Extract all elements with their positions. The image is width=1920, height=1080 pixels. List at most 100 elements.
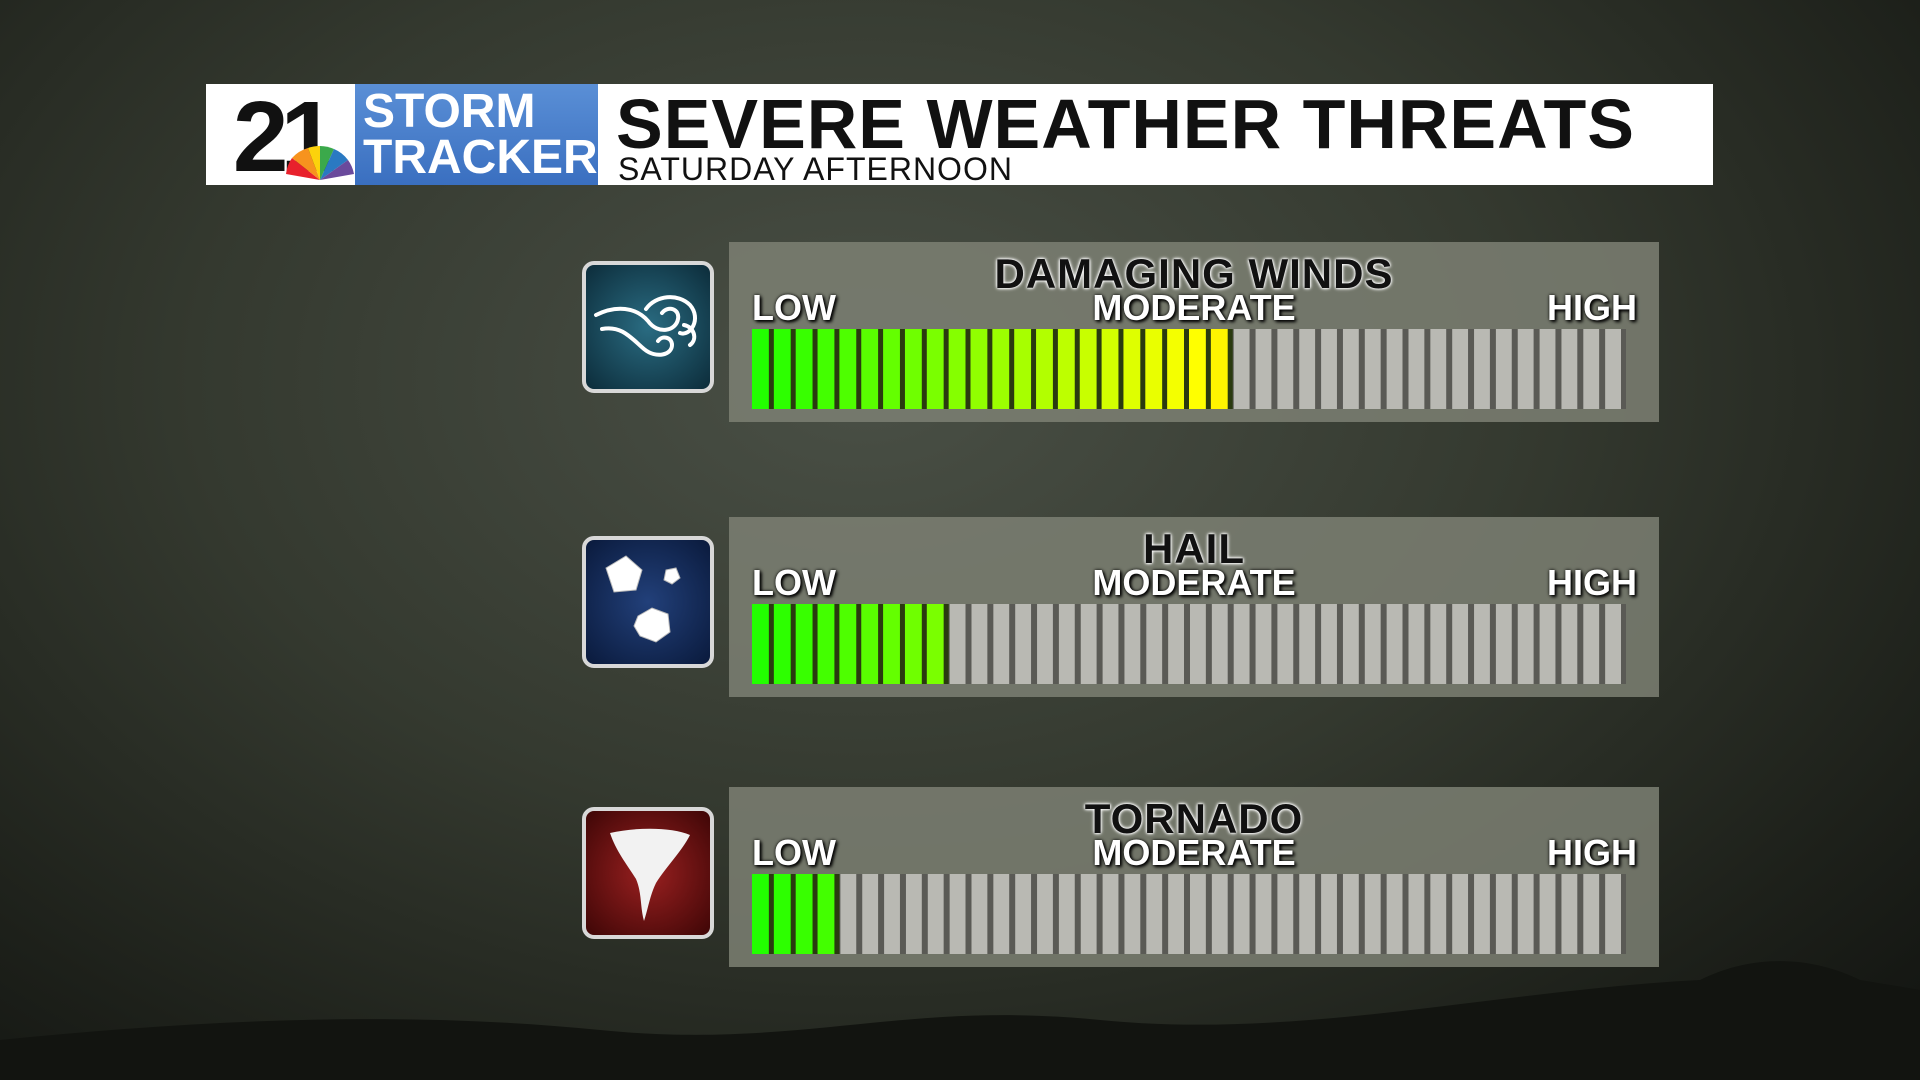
segment: [949, 604, 966, 684]
segment: [884, 874, 900, 954]
segment: [1146, 874, 1163, 954]
segment: [1517, 604, 1534, 684]
level-segment: [1014, 329, 1032, 409]
segment: [1168, 874, 1184, 954]
meter-bar: [752, 604, 1626, 684]
level-segment: [795, 329, 813, 409]
segment: [1495, 604, 1512, 684]
segment: [1037, 874, 1053, 954]
level-segment: [752, 329, 769, 409]
threat-panel: TORNADO LOW MODERATE HIGH: [729, 787, 1659, 967]
level-segment: [795, 874, 813, 954]
meter-track: [752, 874, 1626, 954]
level-segment: [817, 329, 835, 409]
level-segment: [970, 329, 988, 409]
segment: [1321, 604, 1337, 684]
scale-label: LOW: [752, 287, 836, 328]
segment: [1102, 604, 1119, 684]
segment: [1321, 874, 1337, 954]
level-segment: [773, 604, 791, 684]
level-segment: [883, 329, 900, 409]
level-segment: [861, 329, 879, 409]
segment: [1605, 604, 1621, 684]
segment: [1408, 604, 1425, 684]
level-segment: [1057, 329, 1075, 409]
segment: [1430, 329, 1447, 409]
threat-level: [752, 874, 840, 954]
segment: [862, 874, 879, 954]
segment: [1583, 604, 1600, 684]
header: 21 STORM TRACKER SEVERE WEATHER THREATS …: [206, 81, 1713, 193]
meter-bar: [752, 329, 1626, 409]
segment: [1233, 329, 1250, 409]
level-segment: [752, 604, 769, 684]
segment: [1058, 604, 1075, 684]
segment: [1364, 874, 1381, 954]
segment: [1495, 329, 1512, 409]
segment: [1233, 604, 1250, 684]
level-segment: [1123, 329, 1141, 409]
threat-panel: DAMAGING WINDS LOW MODERATE HIGH: [729, 242, 1659, 422]
scale-label: MODERATE: [1092, 832, 1296, 873]
segment: [1452, 329, 1469, 409]
segment: [1342, 604, 1359, 684]
threat-label: DAMAGING WINDS: [994, 250, 1394, 297]
wind-icon: [582, 261, 714, 393]
segment: [1452, 604, 1469, 684]
segment: [949, 874, 966, 954]
segment: [1364, 604, 1381, 684]
segment: [1517, 874, 1534, 954]
level-segment: [1167, 329, 1184, 409]
meter-bar: [752, 874, 1626, 954]
threat-label: HAIL: [1143, 525, 1245, 572]
level-segment: [1210, 329, 1228, 409]
segment: [1539, 329, 1556, 409]
level-segment: [904, 329, 922, 409]
segment: [1124, 604, 1141, 684]
logo-line: TRACKER: [363, 131, 598, 184]
tornado-icon: [582, 807, 714, 939]
segment: [1124, 874, 1141, 954]
segment: [927, 874, 944, 954]
segment: [1277, 329, 1294, 409]
segment: [1277, 604, 1294, 684]
segment: [1342, 874, 1359, 954]
level-segment: [926, 329, 944, 409]
segment: [1299, 329, 1316, 409]
scale-label: HIGH: [1547, 562, 1637, 603]
segment: [1255, 874, 1272, 954]
segment: [840, 874, 857, 954]
level-segment: [1189, 329, 1206, 409]
segment: [1277, 874, 1294, 954]
segment: [1605, 329, 1621, 409]
scale-label: HIGH: [1547, 287, 1637, 328]
segment: [1474, 604, 1490, 684]
segment: [1561, 604, 1578, 684]
logo-box: STORM TRACKER: [355, 84, 598, 185]
segment: [1190, 604, 1206, 684]
segment: [1386, 874, 1403, 954]
track-bg: [752, 874, 1626, 954]
scale-label: HIGH: [1547, 832, 1637, 873]
level-segment: [817, 874, 835, 954]
level-segment: [817, 604, 835, 684]
segment: [1211, 604, 1228, 684]
level-segment: [1101, 329, 1119, 409]
segment: [1561, 874, 1578, 954]
subtitle: SATURDAY AFTERNOON: [618, 151, 1013, 187]
segment: [1495, 874, 1512, 954]
segment: [1605, 874, 1621, 954]
segment: [971, 874, 988, 954]
segment: [1364, 329, 1381, 409]
level-segment: [883, 604, 900, 684]
segment: [1321, 329, 1337, 409]
scale-label: LOW: [752, 562, 836, 603]
segment: [993, 604, 1010, 684]
segment: [1386, 329, 1403, 409]
segment: [1408, 329, 1425, 409]
level-segment: [795, 604, 813, 684]
segment: [1539, 604, 1556, 684]
level-segment: [948, 329, 966, 409]
segment: [1255, 329, 1272, 409]
